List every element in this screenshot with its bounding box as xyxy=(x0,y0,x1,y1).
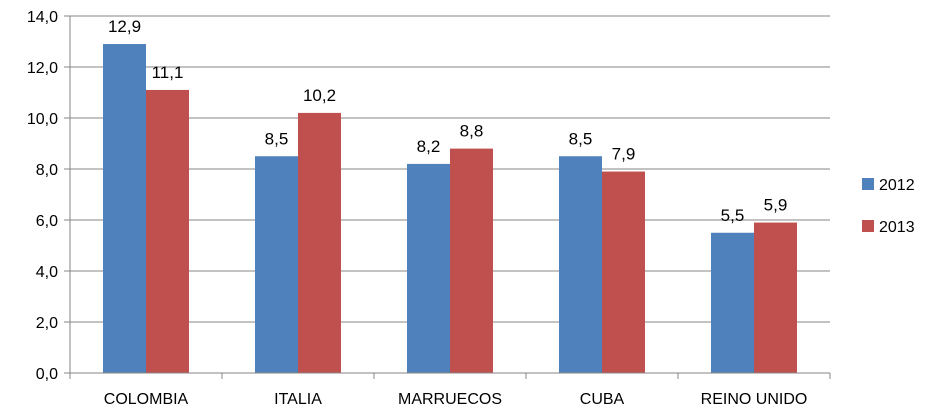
y-tick-label: 6,0 xyxy=(36,213,58,230)
bar-2012-marruecos xyxy=(407,163,450,373)
bar-2013-marruecos xyxy=(450,148,493,373)
legend-swatch-2013 xyxy=(862,220,874,232)
legend-label-2012: 2012 xyxy=(879,177,915,194)
legend-label-2013: 2013 xyxy=(879,219,915,236)
y-tick-label: 0,0 xyxy=(36,366,58,383)
x-category-label: REINO UNIDO xyxy=(701,391,808,408)
data-label: 10,2 xyxy=(303,86,336,105)
data-label: 8,2 xyxy=(417,137,441,156)
x-category-label: CUBA xyxy=(580,391,625,408)
data-label: 5,5 xyxy=(721,206,745,225)
data-label: 12,9 xyxy=(108,17,141,36)
x-category-label: MARRUECOS xyxy=(398,391,502,408)
data-label: 11,1 xyxy=(152,63,184,82)
y-tick-label: 10,0 xyxy=(27,111,58,128)
bar-2012-colombia xyxy=(103,44,146,374)
y-tick-label: 12,0 xyxy=(27,60,58,77)
legend: 2012 2013 xyxy=(862,177,915,236)
data-labels: 12,9 11,1 8,5 10,2 8,2 8,8 8,5 7,9 5,5 5,9 xyxy=(108,17,787,225)
bar-2012-reino-unido xyxy=(711,232,754,373)
x-category-label: ITALIA xyxy=(274,391,322,408)
bar-2013-reino-unido xyxy=(754,222,797,373)
data-label: 5,9 xyxy=(764,196,788,215)
bar-2013-colombia xyxy=(146,89,189,373)
y-tick-label: 8,0 xyxy=(36,162,58,179)
y-tick-label: 2,0 xyxy=(36,315,58,332)
x-category-label: COLOMBIA xyxy=(104,391,189,408)
bar-2013-cuba xyxy=(602,171,645,373)
bar-2013-italia xyxy=(298,112,341,374)
bar-2012-italia xyxy=(255,156,298,373)
category-labels: COLOMBIA ITALIA MARRUECOS CUBA REINO UNIDO xyxy=(104,391,808,408)
bars xyxy=(103,44,797,374)
y-tick-label: 14,0 xyxy=(27,9,58,26)
data-label: 8,5 xyxy=(569,129,593,148)
bar-2012-cuba xyxy=(559,156,602,373)
data-label: 8,8 xyxy=(460,122,484,141)
data-label: 7,9 xyxy=(612,145,636,164)
legend-swatch-2012 xyxy=(862,178,874,190)
data-label: 8,5 xyxy=(265,129,289,148)
x-axis xyxy=(69,16,831,379)
y-tick-label: 4,0 xyxy=(36,264,58,281)
y-axis-tick-labels: 0,0 2,0 4,0 6,0 8,0 10,0 12,0 14,0 xyxy=(27,9,58,383)
